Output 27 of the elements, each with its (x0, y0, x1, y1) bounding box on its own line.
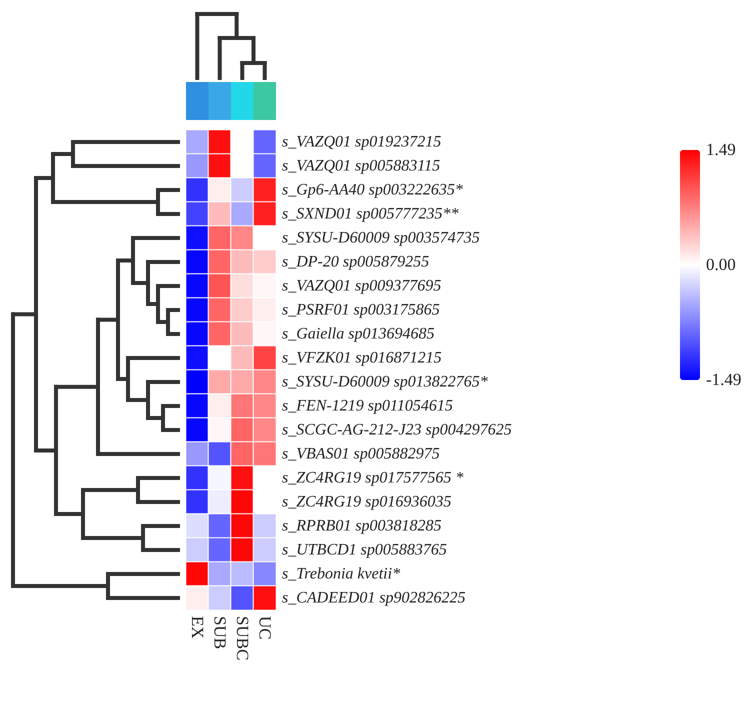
y-tick-label: s_PSRF01 sp003175865 (282, 302, 440, 318)
y-tick-label: s_VAZQ01 sp009377695 (282, 278, 442, 294)
color-bar-label: 0.00 (706, 255, 736, 274)
y-tick-label: s_FEN-1219 sp011054615 (282, 398, 453, 414)
y-tick-label: s_VBAS01 sp005882975 (282, 446, 440, 462)
color-bar-label: -1.49 (706, 370, 742, 389)
y-tick-label: s_DP-20 sp005879255 (282, 254, 430, 270)
y-tick-label: s_VAZQ01 sp019237215 (282, 134, 442, 150)
y-tick-label: s_CADEED01 sp902826225 (282, 590, 466, 606)
y-tick-label: s_ZC4RG19 sp016936035 (282, 494, 452, 510)
y-tick-label: s_Trebonia kvetii* (282, 566, 400, 582)
y-tick-label: s_UTBCD1 sp005883765 (282, 542, 447, 558)
y-tick-label: s_Gaiella sp013694685 (282, 326, 434, 342)
y-tick-label: s_SCGC-AG-212-J23 sp004297625 (282, 422, 512, 438)
y-tick-label: s_ZC4RG19 sp017577565 * (282, 470, 464, 486)
y-tick-label: s_VAZQ01 sp005883115 (282, 158, 440, 174)
y-tick-label: s_Gp6-AA40 sp003222635* (282, 182, 463, 198)
y-tick-label: s_SYSU-D60009 sp003574735 (282, 230, 480, 246)
y-tick-label: s_SYSU-D60009 sp013822765* (282, 374, 488, 390)
color-bar-label: 1.49 (706, 140, 736, 159)
x-tick-label: EX (188, 616, 207, 639)
x-tick-label: SUB (210, 616, 230, 650)
x-tick-label: UC (255, 616, 274, 640)
y-tick-label: s_SXND01 sp005777235** (282, 206, 458, 222)
y-tick-label: s_VFZK01 sp016871215 (282, 350, 442, 366)
y-tick-label: s_RPRB01 sp003818285 (282, 518, 442, 534)
x-tick-label: SUBC (232, 616, 252, 660)
